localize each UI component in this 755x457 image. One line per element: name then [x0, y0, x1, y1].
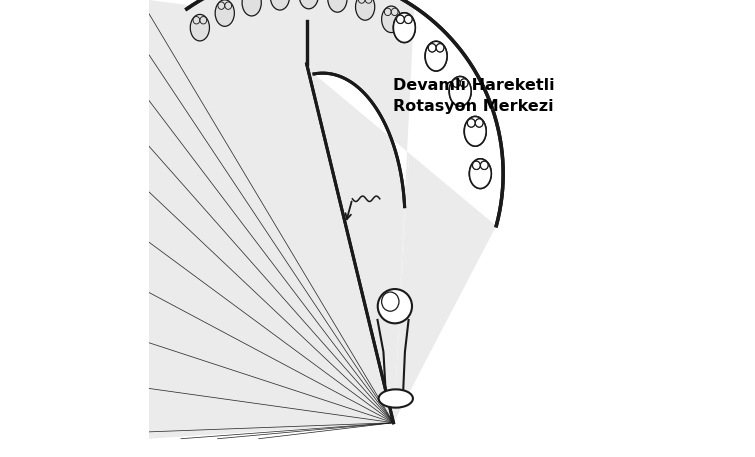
- Ellipse shape: [193, 16, 200, 24]
- Ellipse shape: [470, 159, 492, 189]
- Polygon shape: [314, 7, 503, 423]
- Ellipse shape: [405, 15, 412, 23]
- Ellipse shape: [461, 79, 468, 87]
- Ellipse shape: [365, 0, 372, 3]
- Ellipse shape: [476, 119, 483, 127]
- Ellipse shape: [200, 16, 207, 24]
- Ellipse shape: [299, 0, 319, 9]
- Ellipse shape: [405, 15, 412, 23]
- Ellipse shape: [428, 44, 436, 52]
- Ellipse shape: [452, 79, 460, 87]
- Ellipse shape: [381, 6, 401, 32]
- Ellipse shape: [393, 13, 415, 43]
- Ellipse shape: [328, 0, 347, 12]
- Ellipse shape: [225, 2, 232, 10]
- Ellipse shape: [393, 13, 415, 43]
- Ellipse shape: [215, 0, 234, 27]
- Ellipse shape: [425, 41, 447, 71]
- Ellipse shape: [452, 79, 460, 87]
- Ellipse shape: [428, 44, 436, 52]
- Ellipse shape: [391, 8, 398, 16]
- Ellipse shape: [449, 76, 471, 106]
- Ellipse shape: [396, 15, 404, 23]
- Ellipse shape: [218, 2, 225, 10]
- Ellipse shape: [242, 0, 261, 16]
- Ellipse shape: [464, 117, 486, 146]
- Ellipse shape: [480, 161, 488, 170]
- Ellipse shape: [467, 119, 475, 127]
- Polygon shape: [149, 0, 418, 439]
- Ellipse shape: [476, 119, 483, 127]
- Ellipse shape: [473, 161, 480, 170]
- Ellipse shape: [436, 44, 444, 52]
- Ellipse shape: [425, 41, 447, 71]
- Ellipse shape: [449, 76, 471, 106]
- Ellipse shape: [470, 159, 492, 189]
- Ellipse shape: [473, 161, 480, 170]
- Ellipse shape: [190, 15, 209, 41]
- Ellipse shape: [467, 119, 475, 127]
- Ellipse shape: [270, 0, 289, 10]
- Ellipse shape: [356, 0, 374, 20]
- Ellipse shape: [378, 289, 412, 324]
- Polygon shape: [393, 9, 503, 423]
- Ellipse shape: [464, 117, 486, 146]
- Ellipse shape: [396, 15, 404, 23]
- Ellipse shape: [384, 8, 391, 16]
- Ellipse shape: [480, 161, 488, 170]
- Ellipse shape: [359, 0, 365, 3]
- Ellipse shape: [379, 389, 413, 408]
- Ellipse shape: [436, 44, 444, 52]
- Text: Devamlı Hareketli
Rotasyon Merkezi: Devamlı Hareketli Rotasyon Merkezi: [393, 78, 555, 114]
- Ellipse shape: [461, 79, 468, 87]
